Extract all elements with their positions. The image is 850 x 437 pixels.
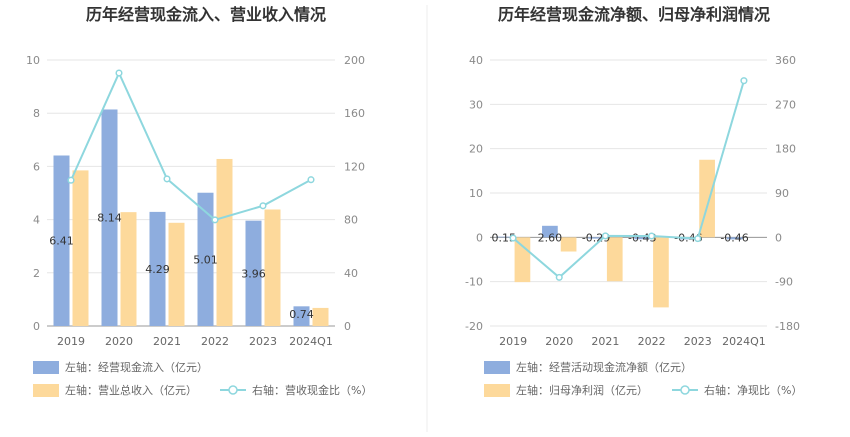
chart2-ratio-point xyxy=(601,232,609,240)
chart1-bar-s1 xyxy=(245,220,262,326)
chart2-right-tick: 0 xyxy=(775,231,782,244)
chart1-left-tick: 4 xyxy=(33,214,40,227)
chart1-x-tick: 2019 xyxy=(57,335,85,348)
chart1-bar-s2 xyxy=(216,158,233,326)
chart2-left-tick: 10 xyxy=(469,187,483,200)
chart1-ratio-point xyxy=(67,176,75,184)
chart1-x-tick: 2023 xyxy=(249,335,277,348)
chart2-legend-label: 左轴：归母净利润（亿元） xyxy=(516,383,648,397)
chart1-bar-s2 xyxy=(72,170,89,326)
chart1-right-tick: 40 xyxy=(344,267,358,280)
chart2-legend-label: 右轴：净现比（%） xyxy=(704,383,802,397)
chart2-legend-swatch xyxy=(484,361,510,374)
chart2-bar-s1 xyxy=(726,237,743,240)
chart1-bar-s2 xyxy=(168,222,185,326)
chart2-bar-s1 xyxy=(542,225,558,238)
chart2-legend-swatch xyxy=(484,384,510,397)
chart2-bar-label: 2.60 xyxy=(538,231,563,244)
chart1-legend-label: 左轴：营业总收入（亿元） xyxy=(65,383,197,397)
chart1-title: 历年经营现金流入、营业收入情况 xyxy=(86,5,326,24)
chart1-ratio-point xyxy=(163,175,171,183)
chart2-x-tick: 2021 xyxy=(591,335,619,348)
chart2-right-tick: -180 xyxy=(775,320,800,333)
chart2-left-tick: -20 xyxy=(465,320,483,333)
chart1-left-tick: 6 xyxy=(33,160,40,173)
chart1-bar-label: 3.96 xyxy=(241,267,266,280)
chart1-x-tick: 2021 xyxy=(153,335,181,348)
chart2-ratio-point xyxy=(694,235,702,243)
chart2-legend-marker xyxy=(680,385,690,395)
chart2-legend-label: 左轴：经营活动现金流净额（亿元） xyxy=(516,360,692,374)
chart1-bar-s1 xyxy=(101,109,118,326)
chart1-x-tick: 2024Q1 xyxy=(289,335,333,348)
chart2-x-tick: 2019 xyxy=(499,335,527,348)
chart2-right-tick: -90 xyxy=(775,276,793,289)
chart2-left-tick: 20 xyxy=(469,143,483,156)
chart1-bar-s1 xyxy=(197,192,214,326)
chart2-x-tick: 2024Q1 xyxy=(722,335,766,348)
chart2-left-tick: 40 xyxy=(469,54,483,67)
chart1-legend-swatch xyxy=(33,384,59,397)
chart1-right-tick: 160 xyxy=(344,107,365,120)
chart1-bar-s2 xyxy=(120,212,137,326)
chart2-bar-label: -0.46 xyxy=(720,231,748,244)
chart2-left-tick: 0 xyxy=(476,231,483,244)
chart2-bar-s2 xyxy=(606,237,623,282)
chart1-legend-label: 右轴：营收现金比（%） xyxy=(252,383,372,397)
chart2-title: 历年经营现金流净额、归母净利润情况 xyxy=(498,5,770,24)
chart1-right-tick: 200 xyxy=(344,54,365,67)
chart1-left-tick: 8 xyxy=(33,107,40,120)
chart1-x-tick: 2022 xyxy=(201,335,229,348)
chart2-ratio-point xyxy=(648,232,656,240)
chart1-right-tick: 0 xyxy=(344,320,351,333)
chart2-right-tick: 180 xyxy=(775,143,796,156)
chart1-right-tick: 120 xyxy=(344,160,365,173)
chart2-right-tick: 360 xyxy=(775,54,796,67)
chart1-bar-label: 8.14 xyxy=(97,212,122,225)
chart2-bar-s1 xyxy=(588,237,604,239)
chart2-ratio-point xyxy=(740,77,748,85)
chart2-ratio-point xyxy=(509,234,517,242)
chart1-ratio-point xyxy=(307,176,315,184)
chart1-left-tick: 10 xyxy=(26,54,40,67)
chart2-x-tick: 2020 xyxy=(545,335,573,348)
chart1-ratio-point xyxy=(115,69,123,77)
chart1-bar-label: 6.41 xyxy=(49,235,74,248)
chart2-left-tick: 30 xyxy=(469,98,483,111)
chart2-x-tick: 2022 xyxy=(638,335,666,348)
chart1-bar-s1 xyxy=(53,155,70,326)
chart1-bar-s2 xyxy=(264,209,281,326)
chart1-bar-label: 0.74 xyxy=(289,308,314,321)
chart1-left-tick: 2 xyxy=(33,267,40,280)
chart1-bar-s1 xyxy=(293,306,310,326)
chart2-bar-s1 xyxy=(495,236,512,238)
chart1-ratio-point xyxy=(211,216,219,224)
chart2-ratio-line xyxy=(512,80,745,279)
chart1-ratio-line xyxy=(70,70,312,221)
chart1-left-tick: 0 xyxy=(33,320,40,333)
chart2-bar-label: 0.15 xyxy=(491,231,516,244)
chart2-x-tick: 2023 xyxy=(684,335,712,348)
chart2-left-tick: -10 xyxy=(465,276,483,289)
chart2-bar-s1 xyxy=(634,237,651,240)
chart2-right-tick: 90 xyxy=(775,187,789,200)
chart1-bar-label: 5.01 xyxy=(193,253,218,266)
chart1-bar-label: 4.29 xyxy=(145,263,170,276)
chart2-bar-s2 xyxy=(560,237,577,252)
chart1-ratio-point xyxy=(259,202,267,210)
chart1-x-tick: 2020 xyxy=(105,335,133,348)
chart1-legend-marker xyxy=(228,385,238,395)
chart1-bar-s1 xyxy=(149,211,166,326)
chart2-bar-s2 xyxy=(514,237,531,283)
chart1-legend-swatch xyxy=(33,361,59,374)
chart2-bar-s2 xyxy=(653,237,669,308)
chart1-legend-label: 左轴：经营现金流入（亿元） xyxy=(65,360,208,374)
chart2-ratio-point xyxy=(555,273,563,281)
chart1-right-tick: 80 xyxy=(344,214,358,227)
chart1-bar-s2 xyxy=(312,307,329,326)
chart2-right-tick: 270 xyxy=(775,98,796,111)
